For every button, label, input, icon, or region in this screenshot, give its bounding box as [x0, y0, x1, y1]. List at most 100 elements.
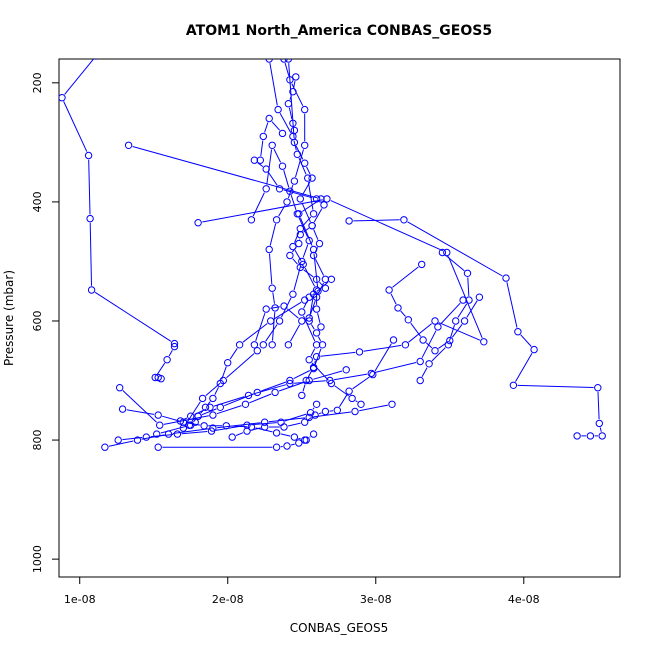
data-point: [157, 375, 165, 383]
y-axis-label: Pressure (mbar): [2, 270, 16, 366]
data-point: [452, 317, 460, 325]
series-line: [126, 409, 301, 440]
data-point: [315, 239, 324, 248]
data-point: [259, 341, 267, 349]
data-point: [268, 141, 276, 150]
data-point: [309, 210, 318, 218]
data-point: [298, 391, 306, 400]
data-point: [164, 430, 173, 438]
data-point: [163, 356, 171, 364]
data-point: [369, 370, 377, 379]
data-point: [209, 411, 217, 419]
data-point: [295, 210, 303, 218]
data-point: [434, 323, 442, 331]
data-point: [509, 381, 518, 389]
data-point: [156, 421, 164, 429]
data-point: [400, 216, 408, 224]
data-point: [296, 195, 304, 203]
x-tick-label: 2e-08: [212, 593, 244, 606]
data-point: [216, 403, 225, 411]
data-point: [305, 314, 313, 322]
data-point: [295, 239, 303, 248]
y-tick-label: 200: [31, 72, 44, 93]
data-point: [268, 284, 276, 292]
data-point: [198, 394, 207, 403]
data-point: [284, 341, 293, 349]
data-point: [277, 418, 285, 426]
data-point: [419, 336, 427, 344]
data-point: [326, 376, 334, 385]
data-point: [286, 76, 294, 84]
data-point: [247, 423, 256, 431]
series-line: [63, 59, 173, 375]
x-axis-label: CONBAS_GEOS5: [290, 621, 388, 635]
data-point: [298, 257, 306, 266]
data-point: [224, 359, 232, 367]
data-point: [173, 430, 182, 438]
data-point: [275, 317, 284, 325]
data-point: [265, 114, 273, 123]
data-point: [86, 214, 94, 223]
data-point: [216, 379, 225, 388]
data-point: [321, 284, 330, 292]
data-point: [142, 433, 151, 441]
data-point: [286, 251, 294, 260]
data-point: [475, 293, 484, 301]
data-point: [388, 400, 396, 408]
data-point: [114, 436, 122, 444]
series-line: [390, 266, 478, 349]
data-point: [207, 427, 216, 435]
y-tick-label: 600: [31, 310, 44, 331]
data-point: [170, 339, 179, 348]
data-point: [301, 296, 309, 304]
data-point: [250, 156, 259, 164]
data-point: [292, 73, 300, 81]
data-point: [305, 236, 313, 245]
data-point: [289, 242, 297, 251]
data-point: [280, 302, 288, 310]
data-point: [385, 286, 393, 294]
data-point: [289, 119, 297, 128]
data-point: [267, 317, 275, 325]
data-point: [259, 132, 267, 141]
data-point: [530, 345, 538, 354]
data-point: [289, 88, 297, 96]
data-point: [321, 275, 330, 283]
series-line: [132, 146, 358, 403]
data-point: [301, 418, 309, 426]
data-point: [327, 275, 336, 283]
data-point: [286, 379, 294, 388]
data-point: [265, 245, 273, 254]
data-point: [289, 132, 297, 141]
data-point: [312, 195, 321, 203]
data-point: [209, 394, 217, 403]
series-line: [269, 62, 306, 341]
series-line: [185, 306, 301, 425]
series-line: [183, 302, 461, 420]
data-point: [101, 443, 109, 451]
data-point: [460, 317, 469, 325]
data-point: [431, 317, 439, 325]
data-point: [283, 198, 291, 206]
data-point: [272, 216, 281, 224]
data-point: [304, 174, 312, 182]
data-point: [320, 201, 328, 209]
data-point: [431, 347, 439, 355]
data-point: [118, 405, 127, 413]
y-tick-label: 1000: [31, 545, 44, 573]
data-point: [348, 394, 356, 403]
data-point: [306, 409, 315, 417]
data-point: [345, 217, 353, 225]
data-point: [444, 341, 452, 349]
data-point: [194, 219, 202, 227]
data-point: [153, 430, 161, 438]
data-point: [355, 348, 364, 356]
data-point: [351, 407, 359, 416]
data-point: [480, 338, 488, 346]
data-point: [272, 429, 281, 437]
data-point: [301, 436, 309, 444]
data-point: [357, 400, 365, 408]
data-point: [154, 411, 162, 419]
y-tick-label: 400: [31, 191, 44, 212]
